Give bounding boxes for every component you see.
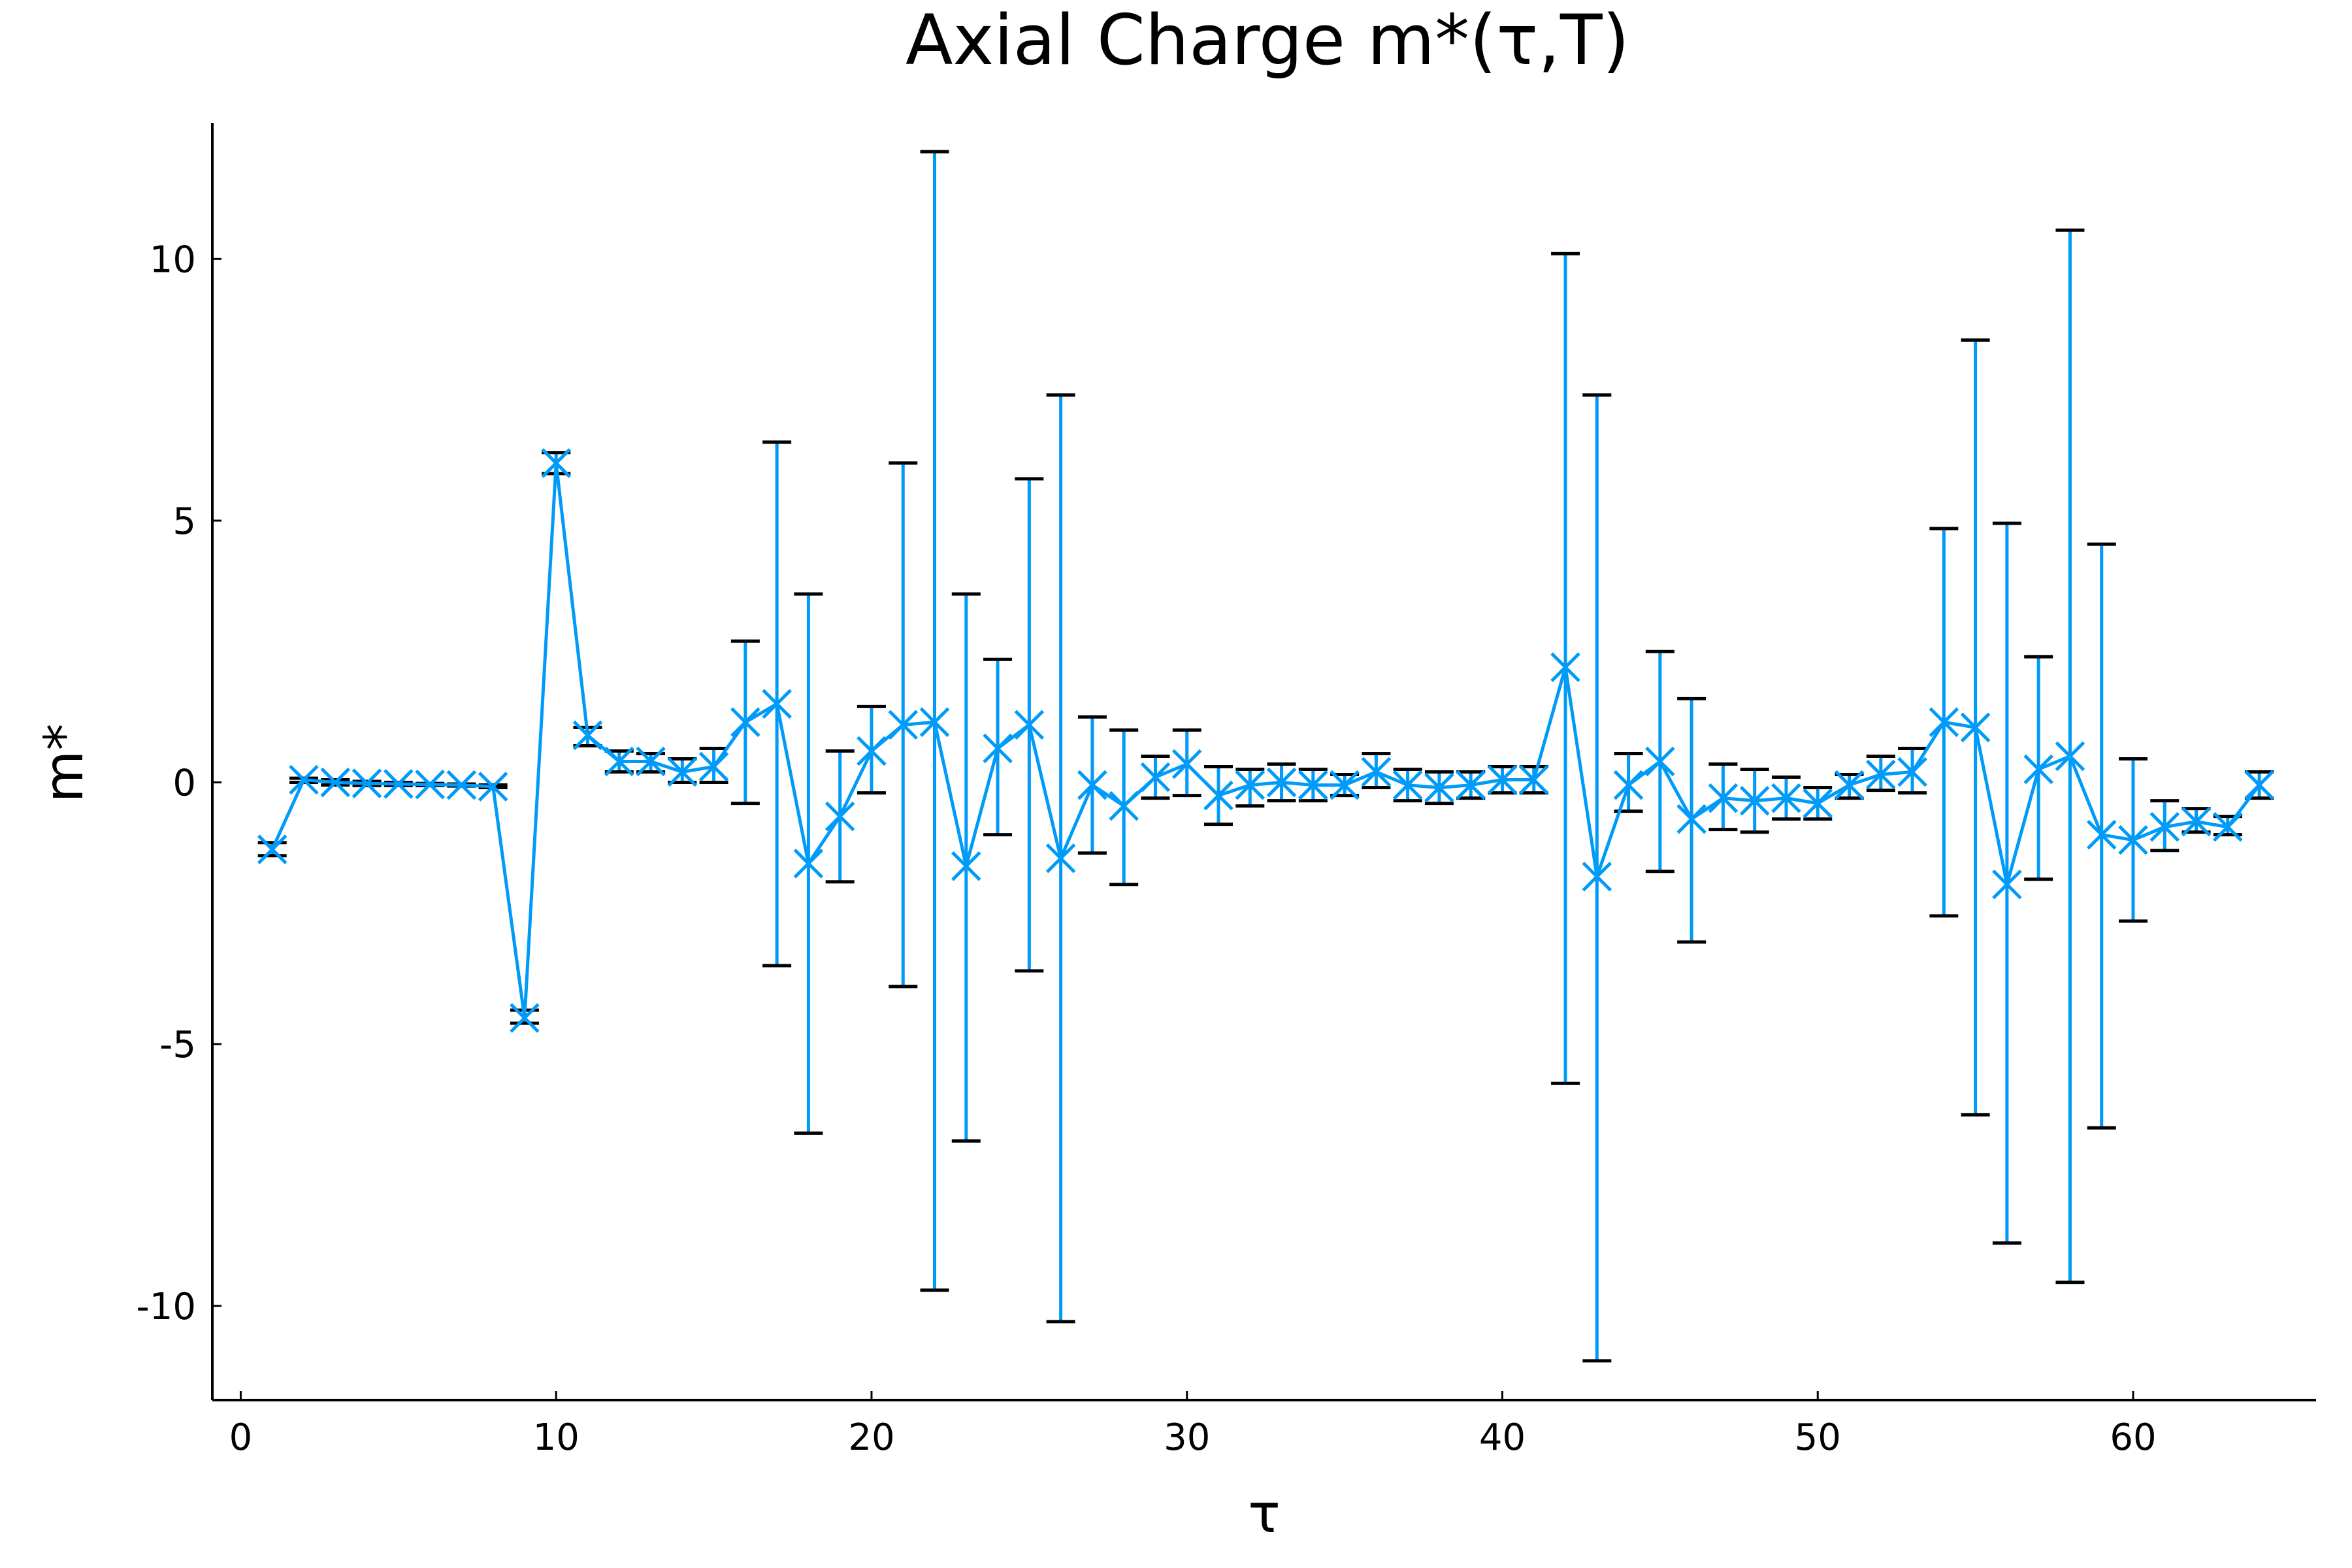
y-axis-label: m*	[33, 724, 95, 803]
x-tick-label: 60	[2110, 1416, 2156, 1459]
data-point-marker	[2023, 754, 2053, 785]
data-point-marker	[698, 751, 729, 782]
data-point-marker	[2086, 819, 2117, 850]
data-point-marker	[636, 746, 666, 777]
data-point-marker	[1361, 757, 1392, 787]
data-point-marker	[1676, 804, 1707, 834]
series-line-group	[270, 461, 2261, 1020]
data-point-marker	[793, 848, 824, 879]
data-point-marker	[1266, 767, 1297, 798]
ticks: 0 10 20 30 40 50 60 -10 -5 0 5 10	[137, 238, 2157, 1459]
series-line	[270, 461, 2261, 1020]
data-point-marker	[1613, 770, 1644, 800]
data-point-marker	[1140, 762, 1171, 792]
data-point-marker	[351, 768, 382, 798]
data-point-marker	[572, 720, 603, 751]
data-point-marker	[257, 834, 287, 864]
data-point-marker	[825, 801, 855, 832]
data-point-marker	[919, 707, 950, 738]
data-point-marker	[604, 746, 634, 777]
x-tick-label: 30	[1164, 1416, 1210, 1459]
x-axis-label: τ	[1248, 1483, 1280, 1545]
data-point-marker	[2118, 825, 2148, 855]
data-point-marker	[1392, 770, 1423, 800]
data-point-marker	[478, 772, 508, 802]
x-tick-label: 50	[1795, 1416, 1841, 1459]
data-point-marker	[1109, 791, 1139, 821]
data-point-marker	[951, 851, 981, 881]
data-point-marker	[762, 689, 792, 719]
x-tick-label: 40	[1479, 1416, 1526, 1459]
axes	[211, 123, 2316, 1401]
y-tick-label: -10	[137, 1286, 196, 1328]
data-point-marker	[2181, 806, 2212, 837]
data-point-marker	[667, 757, 698, 787]
data-point-marker	[1077, 770, 1107, 800]
data-point-marker	[1897, 757, 1927, 787]
data-point-marker	[1645, 746, 1675, 777]
data-point-marker	[1298, 770, 1328, 800]
data-point-marker	[541, 448, 571, 478]
data-point-marker	[446, 770, 477, 800]
chart-title: Axial Charge m*(τ,T)	[906, 0, 1629, 80]
data-point-marker	[1330, 770, 1360, 800]
data-point-marker	[1739, 785, 1770, 816]
y-tick-label: 0	[172, 762, 196, 805]
data-point-marker	[415, 769, 445, 800]
data-point-marker	[1550, 652, 1580, 683]
x-tick-label: 10	[533, 1416, 580, 1459]
x-tick-label: 0	[229, 1416, 253, 1459]
x-tick-label: 20	[848, 1416, 894, 1459]
data-point-marker	[1487, 764, 1518, 795]
data-point-marker	[1203, 780, 1233, 811]
data-point-marker	[1456, 770, 1486, 800]
data-point-marker	[1518, 764, 1549, 795]
y-tick-label: 10	[150, 238, 196, 281]
data-point-marker	[510, 1003, 540, 1033]
data-point-marker	[1708, 783, 1739, 813]
errorbars	[257, 150, 2274, 1363]
data-point-marker	[2149, 811, 2180, 842]
data-point-marker	[384, 769, 414, 799]
markers	[257, 448, 2274, 1033]
data-point-marker	[1803, 788, 1833, 819]
y-tick-label: -5	[159, 1024, 196, 1066]
data-point-marker	[289, 764, 319, 795]
data-point-marker	[1771, 783, 1801, 813]
data-point-marker	[320, 767, 351, 798]
data-point-marker	[888, 710, 919, 740]
data-point-marker	[2244, 770, 2274, 800]
y-tick-label: 5	[172, 500, 196, 543]
data-point-marker	[1834, 770, 1865, 800]
data-point-marker	[1960, 712, 1991, 743]
data-point-marker	[1235, 770, 1266, 800]
data-point-marker	[983, 733, 1013, 764]
data-point-marker	[1424, 772, 1454, 803]
data-point-marker	[1582, 862, 1612, 892]
data-point-marker	[857, 736, 887, 766]
data-point-marker	[1171, 749, 1202, 779]
data-point-marker	[1866, 759, 1896, 790]
data-point-marker	[2055, 741, 2085, 772]
data-point-marker	[730, 707, 760, 738]
data-point-marker	[2213, 811, 2243, 842]
data-point-marker	[1929, 707, 1959, 738]
data-point-marker	[1014, 710, 1045, 740]
data-point-marker	[1992, 870, 2022, 900]
data-point-marker	[1045, 843, 1076, 874]
